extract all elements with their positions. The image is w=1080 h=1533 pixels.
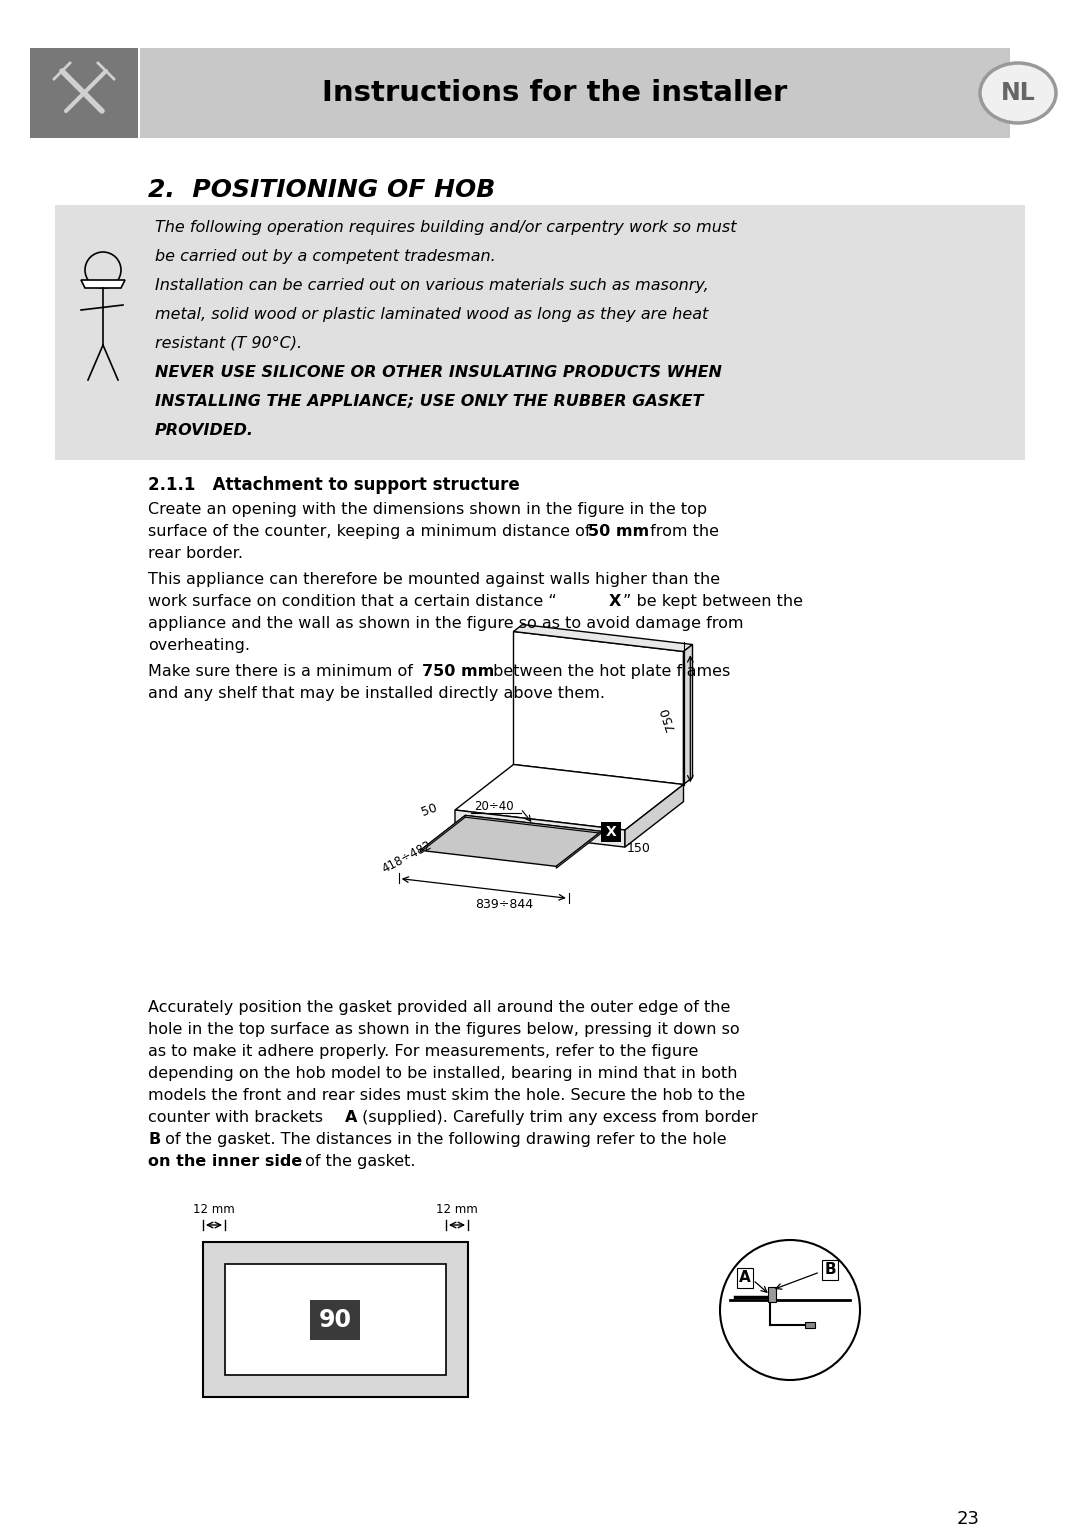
Text: of the gasket. The distances in the following drawing refer to the hole: of the gasket. The distances in the foll… bbox=[160, 1131, 727, 1147]
Text: A: A bbox=[739, 1271, 751, 1286]
Text: hole in the top surface as shown in the figures below, pressing it down so: hole in the top surface as shown in the … bbox=[148, 1023, 740, 1036]
Text: Create an opening with the dimensions shown in the figure in the top: Create an opening with the dimensions sh… bbox=[148, 501, 707, 517]
Polygon shape bbox=[81, 281, 125, 288]
Text: between the hot plate flames: between the hot plate flames bbox=[488, 664, 730, 679]
Polygon shape bbox=[420, 816, 465, 852]
Text: The following operation requires building and/or carpentry work so must: The following operation requires buildin… bbox=[156, 221, 737, 235]
Text: surface of the counter, keeping a minimum distance of: surface of the counter, keeping a minimu… bbox=[148, 524, 596, 540]
Text: Accurately position the gasket provided all around the outer edge of the: Accurately position the gasket provided … bbox=[148, 1000, 730, 1015]
Text: 50 mm: 50 mm bbox=[588, 524, 649, 540]
Text: 90: 90 bbox=[319, 1308, 351, 1332]
Ellipse shape bbox=[980, 63, 1056, 123]
Text: 12 mm: 12 mm bbox=[193, 1203, 234, 1216]
Text: A: A bbox=[345, 1110, 357, 1125]
Text: 50: 50 bbox=[419, 800, 438, 819]
Text: B: B bbox=[824, 1263, 836, 1277]
Polygon shape bbox=[465, 816, 602, 834]
Text: be carried out by a competent tradesman.: be carried out by a competent tradesman. bbox=[156, 248, 496, 264]
Text: (supplied). Carefully trim any excess from border: (supplied). Carefully trim any excess fr… bbox=[357, 1110, 758, 1125]
Text: Installation can be carried out on various materials such as masonry,: Installation can be carried out on vario… bbox=[156, 277, 708, 293]
Bar bbox=[225, 1265, 446, 1375]
Bar bbox=[140, 48, 1010, 138]
Polygon shape bbox=[625, 785, 684, 848]
Text: from the: from the bbox=[645, 524, 719, 540]
Bar bbox=[30, 48, 138, 138]
Polygon shape bbox=[420, 816, 602, 866]
Text: X: X bbox=[609, 593, 621, 609]
Text: as to make it adhere properly. For measurements, refer to the figure: as to make it adhere properly. For measu… bbox=[148, 1044, 699, 1059]
Bar bbox=[805, 1321, 815, 1328]
Text: depending on the hob model to be installed, bearing in mind that in both: depending on the hob model to be install… bbox=[148, 1065, 738, 1081]
Text: INSTALLING THE APPLIANCE; USE ONLY THE RUBBER GASKET: INSTALLING THE APPLIANCE; USE ONLY THE R… bbox=[156, 394, 703, 409]
Text: 750 mm: 750 mm bbox=[422, 664, 495, 679]
Text: counter with brackets: counter with brackets bbox=[148, 1110, 328, 1125]
Text: 12 mm: 12 mm bbox=[436, 1203, 477, 1216]
Text: appliance and the wall as shown in the figure so as to avoid damage from: appliance and the wall as shown in the f… bbox=[148, 616, 743, 632]
Text: NL: NL bbox=[1001, 81, 1036, 104]
Text: PROVIDED.: PROVIDED. bbox=[156, 423, 254, 438]
Text: and any shelf that may be installed directly above them.: and any shelf that may be installed dire… bbox=[148, 685, 605, 701]
Bar bbox=[203, 1242, 468, 1397]
Text: models the front and rear sides must skim the hole. Secure the hob to the: models the front and rear sides must ski… bbox=[148, 1088, 745, 1104]
Text: X: X bbox=[606, 825, 617, 839]
Polygon shape bbox=[455, 809, 625, 848]
Text: NEVER USE SILICONE OR OTHER INSULATING PRODUCTS WHEN: NEVER USE SILICONE OR OTHER INSULATING P… bbox=[156, 365, 721, 380]
Text: 2.1.1   Attachment to support structure: 2.1.1 Attachment to support structure bbox=[148, 477, 519, 494]
Polygon shape bbox=[556, 831, 602, 868]
Text: of the gasket.: of the gasket. bbox=[300, 1154, 416, 1170]
Text: B: B bbox=[148, 1131, 160, 1147]
Text: on the inner side: on the inner side bbox=[148, 1154, 302, 1170]
Text: This appliance can therefore be mounted against walls higher than the: This appliance can therefore be mounted … bbox=[148, 572, 720, 587]
Text: metal, solid wood or plastic laminated wood as long as they are heat: metal, solid wood or plastic laminated w… bbox=[156, 307, 708, 322]
Text: 2.  POSITIONING OF HOB: 2. POSITIONING OF HOB bbox=[148, 178, 496, 202]
Text: ” be kept between the: ” be kept between the bbox=[623, 593, 804, 609]
Text: work surface on condition that a certain distance “: work surface on condition that a certain… bbox=[148, 593, 557, 609]
Bar bbox=[55, 205, 1025, 460]
Polygon shape bbox=[513, 624, 692, 652]
Circle shape bbox=[720, 1240, 860, 1380]
Text: 418÷482: 418÷482 bbox=[380, 839, 434, 875]
Polygon shape bbox=[513, 632, 684, 785]
FancyBboxPatch shape bbox=[600, 822, 621, 842]
Polygon shape bbox=[455, 765, 684, 829]
Text: 150: 150 bbox=[626, 842, 650, 855]
Text: 23: 23 bbox=[957, 1510, 980, 1528]
Text: 839÷844: 839÷844 bbox=[475, 898, 532, 912]
Text: resistant (T 90°C).: resistant (T 90°C). bbox=[156, 336, 302, 351]
Polygon shape bbox=[684, 644, 692, 785]
Text: Instructions for the installer: Instructions for the installer bbox=[322, 80, 787, 107]
Text: rear border.: rear border. bbox=[148, 546, 243, 561]
Text: overheating.: overheating. bbox=[148, 638, 249, 653]
Text: Make sure there is a minimum of: Make sure there is a minimum of bbox=[148, 664, 418, 679]
Bar bbox=[768, 1288, 777, 1302]
Text: 20÷40: 20÷40 bbox=[474, 800, 513, 812]
Text: 750: 750 bbox=[659, 705, 678, 733]
